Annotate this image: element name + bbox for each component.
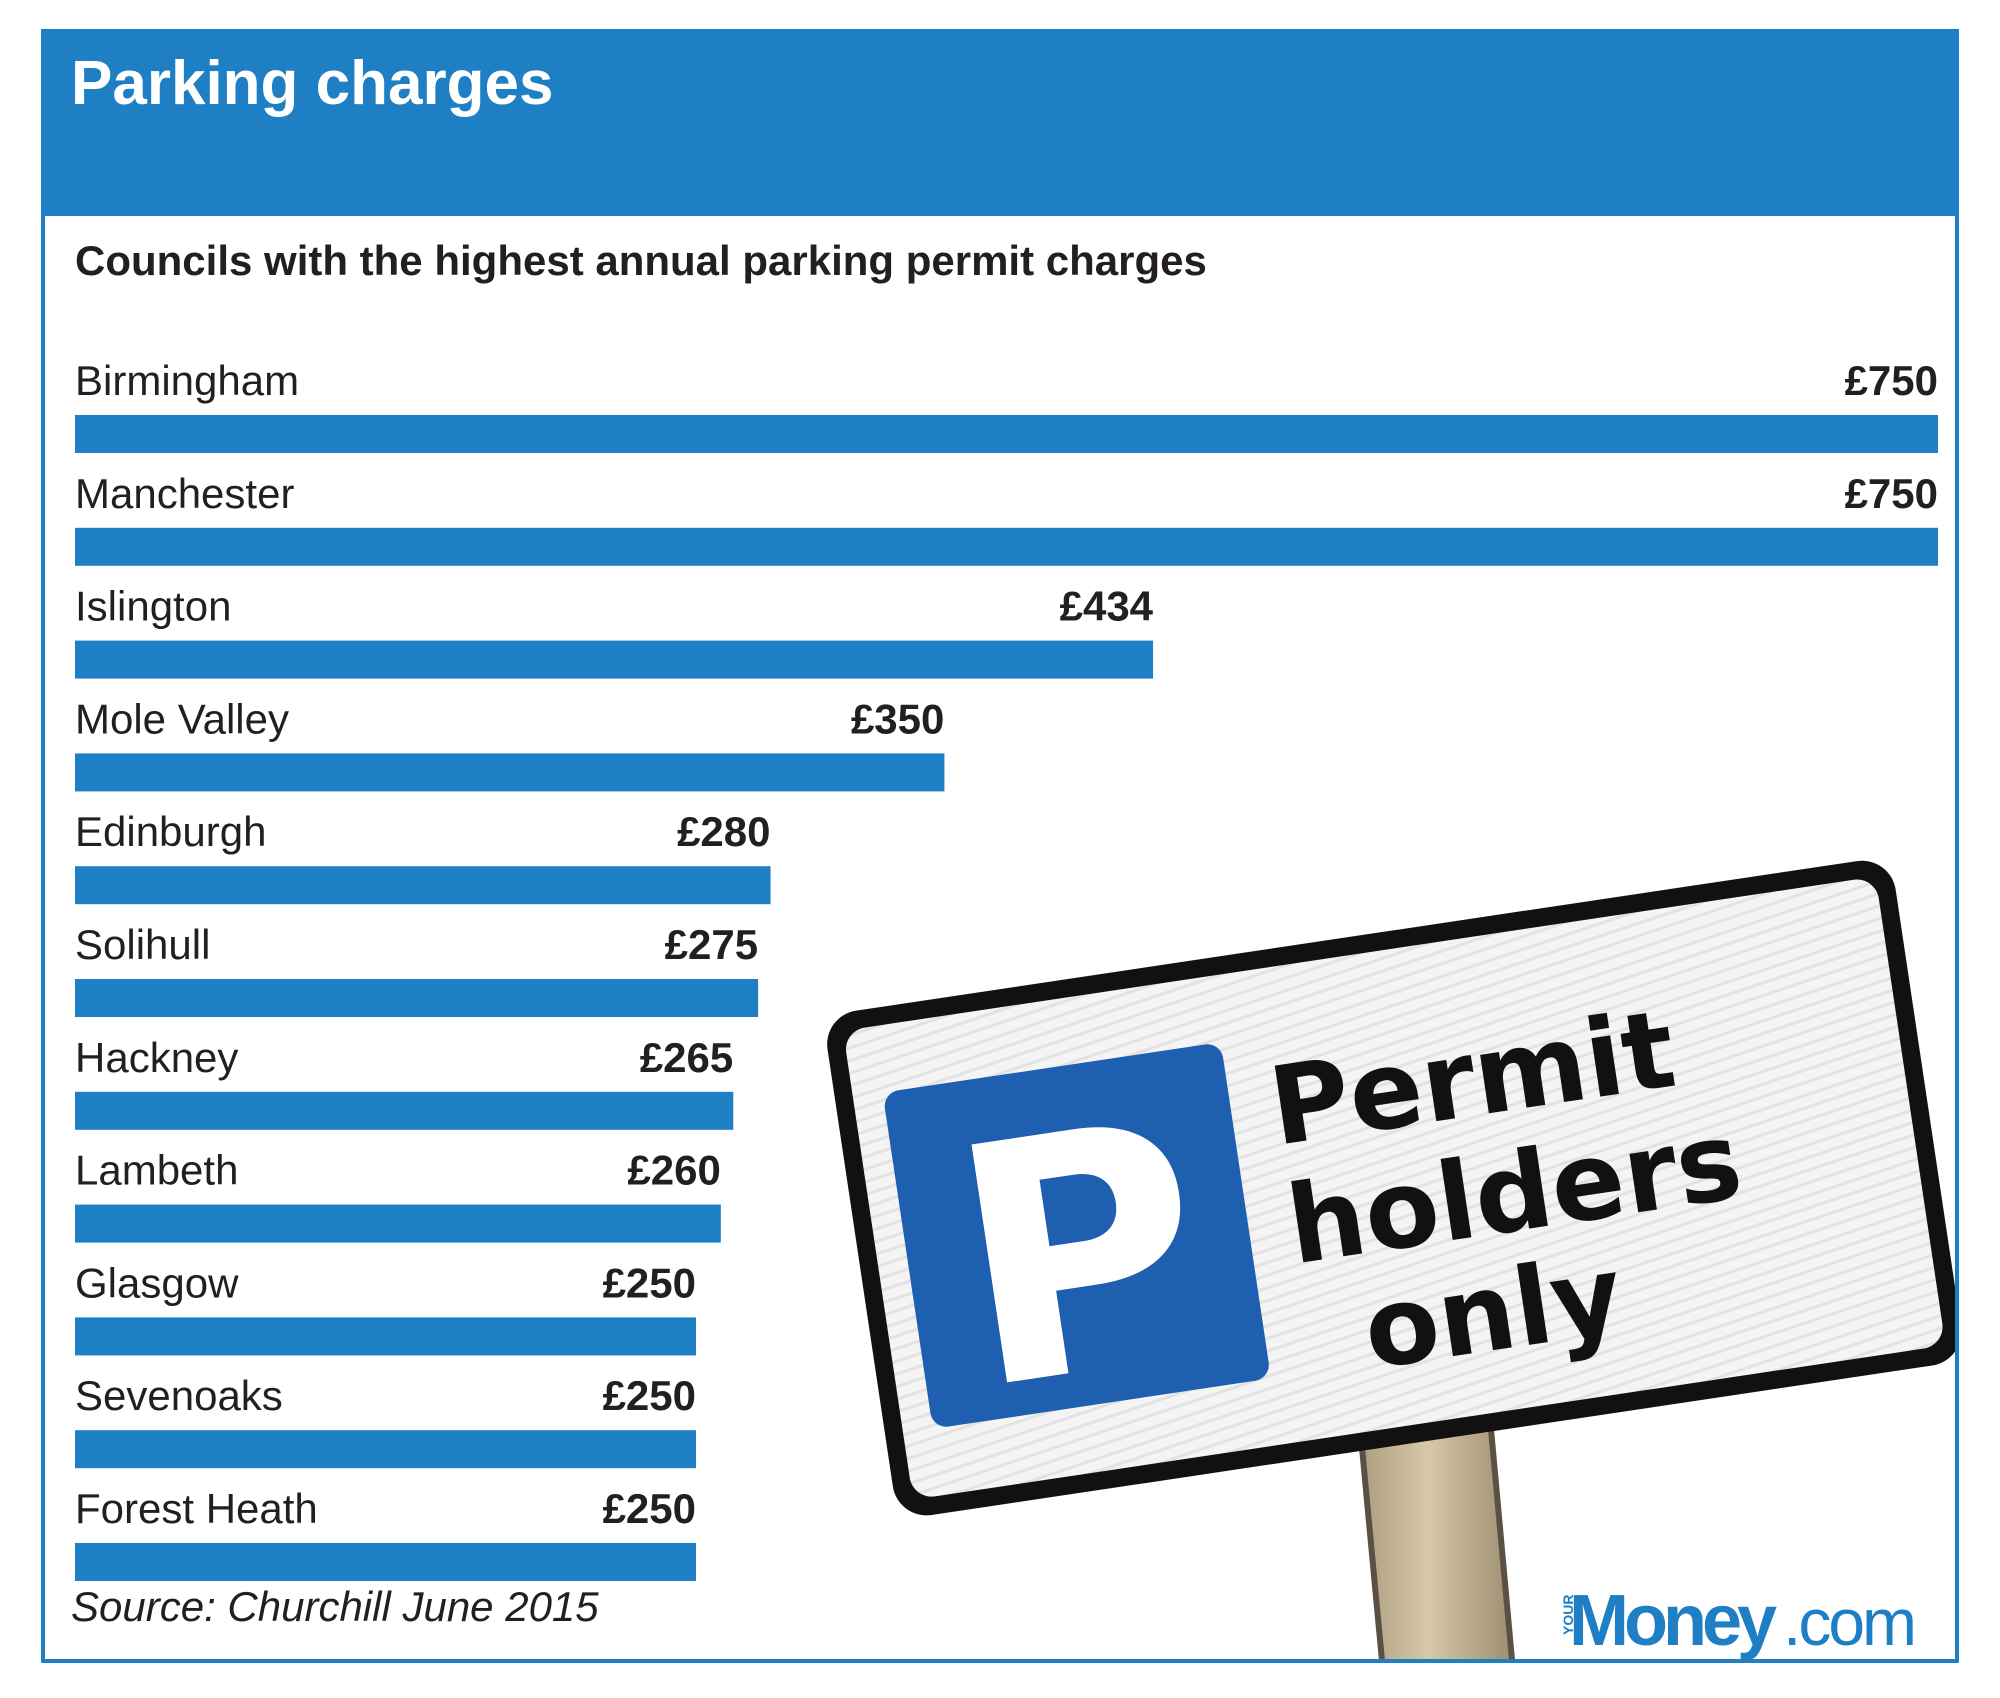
value-label: £750 (1845, 357, 1938, 404)
value-label: £750 (1845, 470, 1938, 517)
bar-islington (75, 640, 1154, 679)
bar-sevenoaks (75, 1430, 696, 1469)
p-symbol-square (884, 1044, 1269, 1427)
value-label: £350 (851, 695, 944, 742)
value-label: £260 (627, 1147, 720, 1194)
logo-suffix: .com (1783, 1585, 1914, 1659)
category-label: Hackney (75, 1034, 238, 1081)
value-label: £265 (640, 1034, 733, 1081)
logo-brand: Money (1569, 1581, 1777, 1661)
bar-lambeth (75, 1204, 721, 1243)
bar-hackney (75, 1091, 734, 1130)
value-label: £275 (665, 921, 758, 968)
value-label: £250 (603, 1259, 696, 1306)
parking-sign-illustration: P Permit holders only (827, 860, 1955, 1659)
category-label: Glasgow (75, 1259, 239, 1306)
category-label: Lambeth (75, 1147, 238, 1194)
category-label: Islington (75, 583, 231, 630)
bar-edinburgh (75, 866, 771, 905)
value-label: £434 (1060, 583, 1154, 630)
bar-mole-valley (75, 753, 945, 792)
header-banner: Parking charges (45, 33, 1955, 216)
bar-manchester (75, 527, 1938, 566)
bar-birmingham (75, 415, 1938, 453)
chart-title: Councils with the highest annual parking… (75, 237, 1207, 284)
value-label: £280 (677, 808, 770, 855)
yourmoney-logo: YOUR Money .com (1547, 1573, 1927, 1661)
bar-glasgow (75, 1317, 696, 1356)
bar-chart: Birmingham £750 Manchester £750 Islington £43… (75, 357, 1938, 1581)
infographic-frame: Parking charges Councils with the highes… (41, 29, 1959, 1663)
value-label: £250 (603, 1372, 696, 1419)
category-label: Sevenoaks (75, 1372, 283, 1419)
category-label: Solihull (75, 921, 210, 968)
category-label: Manchester (75, 470, 294, 517)
category-label: Birmingham (75, 357, 299, 404)
sign-board: P Permit holders only (827, 860, 1955, 1516)
category-label: Mole Valley (75, 695, 289, 742)
category-label: Forest Heath (75, 1485, 318, 1532)
logo-prefix: YOUR (1560, 1595, 1576, 1635)
page-title: Parking charges (71, 49, 554, 118)
value-label: £250 (603, 1485, 696, 1532)
p-letter: P (932, 1049, 1228, 1465)
bar-solihull (75, 979, 759, 1017)
bar-forest-heath (75, 1543, 696, 1581)
category-label: Edinburgh (75, 808, 266, 855)
permit-sign-image: P Permit holders only (825, 773, 1955, 1659)
source-note: Source: Churchill June 2015 (71, 1583, 599, 1630)
